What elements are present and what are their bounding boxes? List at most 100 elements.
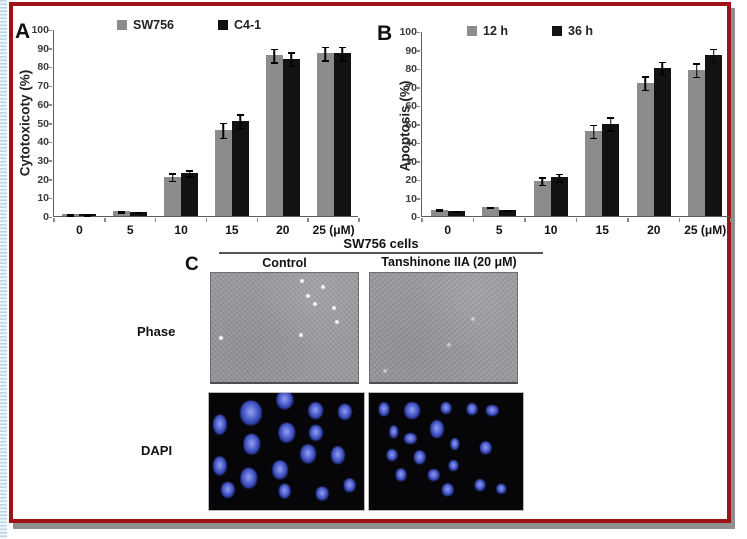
cell-nucleus [212,414,227,435]
bar-sw756 [214,129,232,216]
error-bar [452,211,460,214]
legend-series-name: C4-1 [234,18,262,32]
phase-contrast-image-treated [369,272,518,384]
error-bar-cap-bottom [338,60,346,62]
error-bar-cap-bottom [118,212,126,214]
error-bar [118,210,126,214]
error-bar-cap-bottom [710,61,718,64]
cell-nucleus [496,483,507,495]
plot-area-b: 0 5 10 15 20 25 (μM) [416,31,732,237]
x-tick-label: 10 [174,223,188,237]
y-tick-label: 10 [37,192,49,205]
legend-a: SW756 C4-1 [117,18,261,32]
bar-c4-1 [181,173,199,216]
legend-item: 36 h [552,24,593,38]
y-tick-mark [416,142,420,144]
y-tick-label: 80 [405,63,417,75]
bar-12-h [430,209,448,216]
y-tick-label: 90 [405,44,417,57]
y-tick-mark [416,161,420,163]
dapi-fluorescence-image-control [208,392,365,511]
error-bar-cap-bottom [641,89,649,92]
cell-nucleus [429,420,444,439]
error-bar-cap-bottom [452,211,460,214]
cell-nucleus [486,404,499,417]
cell-nucleus [403,432,418,445]
error-bar-cap-bottom [321,60,329,62]
error-bar-cap-bottom [555,181,563,183]
y-tick-label: 70 [405,81,417,94]
x-tick-label: 25 (μM) [312,223,355,237]
y-tick-label: 50 [37,117,49,130]
cell-nucleus [330,446,345,464]
bright-spot [312,301,318,307]
x-tick-mark [472,218,475,222]
plot-area-a: 0 5 10 15 20 25 (μM) [48,29,360,237]
error-bar-stem [341,46,343,62]
y-tick-label: 0 [411,211,417,223]
bright-spot [218,335,224,341]
x-tick-mark [421,218,423,222]
cell-nucleus [308,401,324,420]
error-bar-cap-bottom [169,180,177,183]
bar-sw756 [164,176,182,216]
y-tick-labels-a: 0 10 20 30 40 50 60 70 80 90 100 [23,24,49,223]
error-bar [555,173,563,183]
error-bar-cap-top [710,48,718,51]
bar-c4-1 [333,53,351,216]
bright-spot [331,305,337,311]
cell-nucleus [440,402,452,415]
y-tick-label: 0 [43,211,49,223]
y-tick-mark [416,31,420,33]
bar-12-h [482,206,500,216]
error-bar-cap-top [169,173,177,175]
y-tick-label: 30 [37,154,49,167]
bar-36-h [653,68,671,216]
error-bar-cap-top [236,114,244,116]
cell-nucleus [315,486,329,501]
error-bar-cap-top [84,213,92,216]
error-bar-cap-top [186,170,194,172]
error-bar-stem [239,114,242,130]
error-bar-stem [696,63,698,79]
legend-series-name: 36 h [568,24,594,38]
panel-label-a: A [15,20,31,43]
column-header-treated: Tanshinone IIA (20 μM) [381,255,517,269]
y-tick-mark [48,197,52,200]
error-bar [84,213,92,217]
error-bar [169,173,177,183]
error-bar-cap-bottom [219,137,227,140]
cell-nucleus [338,403,353,420]
error-bar-cap-top [658,61,666,64]
error-bar [487,206,495,209]
cell-nucleus [427,469,440,481]
error-bar-stem [713,48,715,64]
y-tick-mark [416,50,420,52]
x-tick-mark [524,218,526,222]
error-bar-cap-top [641,76,649,78]
error-bar-stem [558,173,560,183]
cell-line-title: SW756 cells [219,236,543,254]
bright-spot [299,278,305,284]
cell-nucleus [466,403,478,416]
error-bar [338,46,346,62]
bright-spot [298,332,304,338]
chart-panel-a: A SW756 C4-1 Cytotoxicoty (%) 0 10 20 30 40 50… [13,10,365,242]
error-bar [135,212,143,215]
y-tick-mark [416,216,420,218]
dapi-fluorescence-image-treated [368,392,524,511]
chart-panel-b: B 12 h 36 h Apoptosis (%) 0 10 20 30 40 50 60 70… [369,10,739,242]
error-bar-cap-bottom [607,130,615,132]
bar-12-h [533,180,551,216]
x-tick-label: 0 [76,223,83,237]
error-bar-cap-top [321,46,329,49]
error-bar-stem [171,173,174,183]
error-bar-stem [290,52,292,68]
error-bar-cap-bottom [84,215,92,217]
cell-nucleus [300,444,316,464]
error-bar-cap-bottom [538,184,546,187]
bright-spot [305,293,311,299]
cell-nucleus [343,478,357,492]
error-bar-cap-bottom [270,62,278,64]
